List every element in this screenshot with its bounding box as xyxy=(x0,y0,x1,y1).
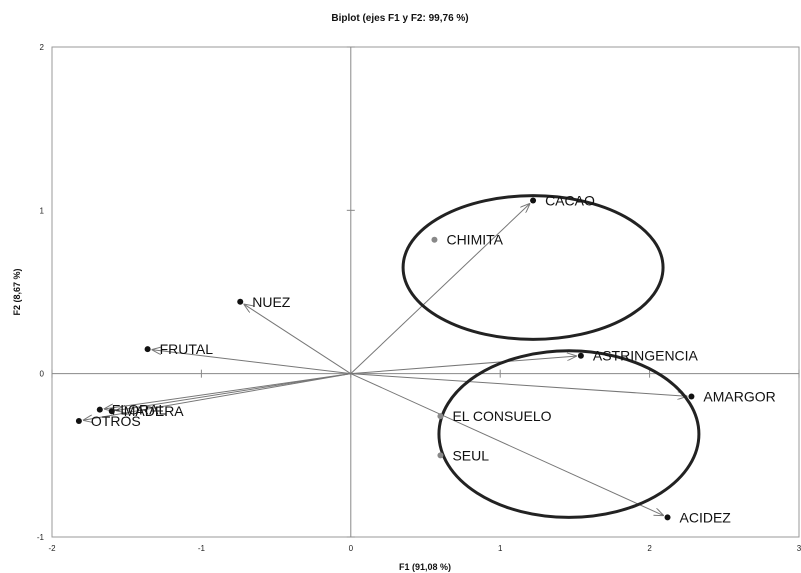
vector-nuez xyxy=(244,305,352,375)
y-tick-label: -1 xyxy=(37,533,45,542)
group-ellipse-1 xyxy=(401,194,665,341)
label-chimita: CHIMITA xyxy=(446,232,503,248)
chart-title: Biplot (ejes F1 y F2: 99,76 %) xyxy=(331,13,468,24)
x-axis-title: F1 (91,08 %) xyxy=(399,562,451,572)
point-floral xyxy=(96,406,103,413)
point-madera xyxy=(108,408,115,415)
label-seul: SEUL xyxy=(452,447,489,463)
x-tick-label: 1 xyxy=(498,544,503,553)
group-ellipses xyxy=(401,194,701,519)
x-tick-labels: -2 -1 0 1 2 3 xyxy=(48,369,801,553)
point-chimita xyxy=(431,236,438,243)
plot-area xyxy=(51,46,800,538)
data-points: CACAO ASTRINGENCIA AMARGOR ACIDEZ NUEZ FRUTAL… xyxy=(75,193,776,525)
label-amargor: AMARGOR xyxy=(703,389,775,405)
label-cacao: CACAO xyxy=(545,193,595,209)
label-frutal: FRUTAL xyxy=(160,341,214,357)
variable-vectors xyxy=(84,204,687,515)
point-frutal xyxy=(144,346,151,353)
y-axis-title: F2 (8,67 %) xyxy=(12,268,22,315)
x-tick-label: 2 xyxy=(647,544,652,553)
group-ellipse-2 xyxy=(437,349,701,519)
x-tick-label: 3 xyxy=(797,544,801,553)
label-otros: OTROS xyxy=(91,413,141,429)
label-nuez: NUEZ xyxy=(252,294,291,310)
point-cacao xyxy=(530,197,537,204)
y-tick-label: 1 xyxy=(40,206,45,215)
point-nuez xyxy=(237,298,244,305)
point-astringencia xyxy=(577,352,584,359)
vector-otros xyxy=(84,373,351,421)
vector-frutal xyxy=(153,350,351,375)
vector-astringencia xyxy=(350,356,576,375)
x-tick-label: -2 xyxy=(48,544,56,553)
x-tick-label: 0 xyxy=(349,544,354,553)
vector-floral xyxy=(105,373,351,409)
point-otros xyxy=(75,418,82,425)
label-astringencia: ASTRINGENCIA xyxy=(593,348,699,364)
y-tick-label: 0 xyxy=(40,370,45,379)
vector-amargor xyxy=(350,373,687,397)
point-el-consuelo xyxy=(437,413,444,420)
point-amargor xyxy=(688,393,695,400)
vector-cacao xyxy=(350,204,530,375)
y-tick-label: 2 xyxy=(40,43,45,52)
y-tick-labels: -1 0 1 2 xyxy=(37,43,355,542)
vector-acidez xyxy=(350,373,663,516)
label-el-consuelo: EL CONSUELO xyxy=(452,408,551,424)
label-floral: FLORAL xyxy=(112,402,167,418)
x-tick-label: -1 xyxy=(198,544,206,553)
vector-madera xyxy=(117,373,351,411)
label-madera: MADERA xyxy=(124,403,185,419)
point-seul xyxy=(437,452,444,459)
point-acidez xyxy=(664,514,671,521)
label-acidez: ACIDEZ xyxy=(680,509,732,525)
